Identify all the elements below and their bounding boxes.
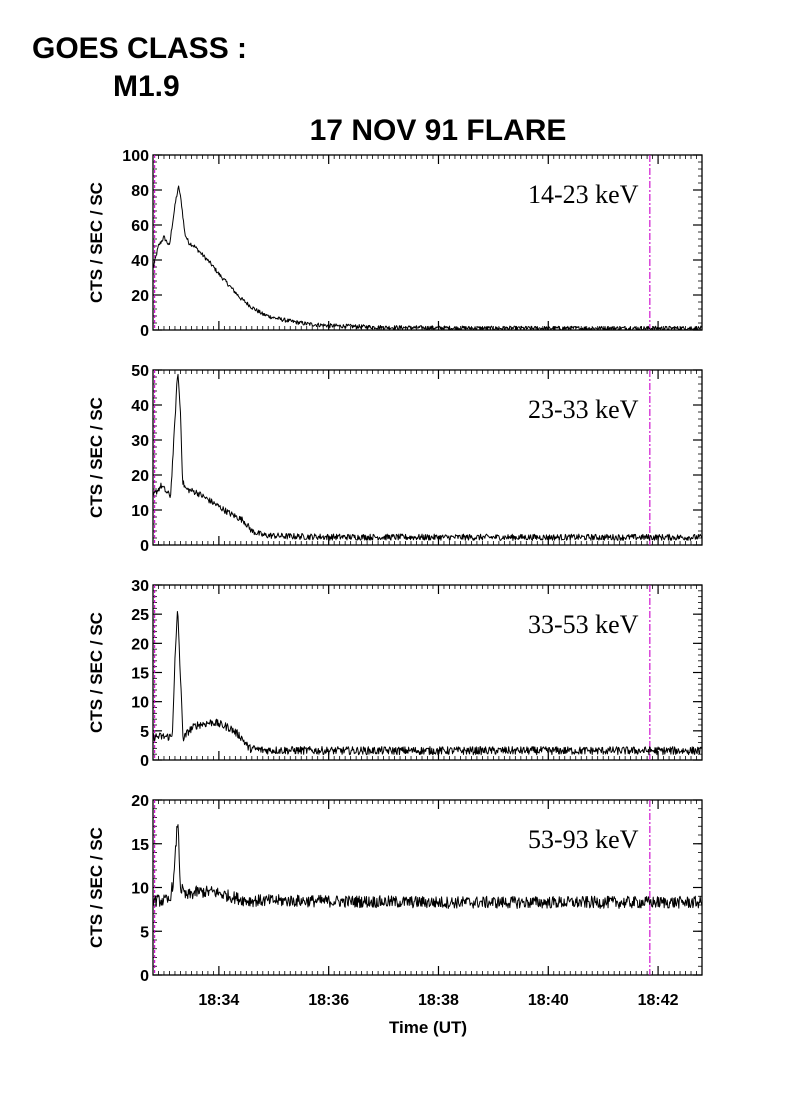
y-tick-label: 0 (140, 753, 149, 770)
series-line (152, 185, 703, 331)
y-tick-label: 20 (131, 793, 149, 810)
y-tick-label: 0 (140, 323, 149, 340)
x-tick-label: 18:34 (198, 992, 239, 1009)
panel-4: 18:34 18:36 18:38 18:40 18:42 0 5 10 15 20 CTS / S… (87, 793, 703, 1009)
y-tick-label: 25 (131, 607, 149, 624)
y-tick-label: 20 (131, 636, 149, 653)
y-tick-label: 15 (131, 837, 149, 854)
y-tick-label: 40 (131, 253, 149, 270)
y-tick-label: 5 (140, 724, 149, 741)
energy-label: 23-33 keV (528, 395, 639, 424)
y-tick-label: 40 (131, 398, 149, 415)
y-tick-label: 10 (131, 503, 149, 520)
x-tick-label: 18:42 (638, 992, 679, 1009)
y-axis-title: CTS / SEC / SC (87, 612, 106, 733)
y-tick-label: 10 (131, 695, 149, 712)
series-line (152, 824, 703, 909)
y-tick-label: 30 (131, 578, 149, 595)
y-tick-label: 60 (131, 218, 149, 235)
y-tick-label: 5 (140, 924, 149, 941)
y-tick-label: 80 (131, 183, 149, 200)
goes-class-value: M1.9 (113, 70, 180, 103)
y-tick-label: 15 (131, 666, 149, 683)
panel-1: 0 20 40 60 80 100 CTS / SEC / SC 14-23 keV (87, 148, 703, 340)
y-tick-label: 50 (131, 363, 149, 380)
series-line (152, 373, 703, 541)
y-axis-title: CTS / SEC / SC (87, 397, 106, 518)
y-tick-label: 20 (131, 468, 149, 485)
y-tick-label: 0 (140, 968, 149, 985)
x-axis-title: Time (UT) (389, 1018, 467, 1037)
panel-3: 0 5 10 15 20 25 30 CTS / SEC / SC 33-53 keV (87, 578, 703, 770)
energy-label: 53-93 keV (528, 825, 639, 854)
y-tick-label: 20 (131, 288, 149, 305)
x-tick-label: 18:38 (418, 992, 459, 1009)
y-axis-title: CTS / SEC / SC (87, 827, 106, 948)
y-tick-label: 30 (131, 433, 149, 450)
x-tick-label: 18:40 (528, 992, 569, 1009)
chart-title: 17 NOV 91 FLARE (310, 114, 567, 147)
y-tick-label: 100 (122, 148, 149, 165)
y-axis-title: CTS / SEC / SC (87, 182, 106, 303)
goes-class-label: GOES CLASS : (32, 32, 247, 65)
panel-2: 0 10 20 30 40 50 CTS / SEC / SC 23-33 keV (87, 363, 703, 555)
y-tick-label: 10 (131, 881, 149, 898)
y-tick-label: 0 (140, 538, 149, 555)
energy-label: 33-53 keV (528, 610, 639, 639)
energy-label: 14-23 keV (528, 180, 639, 209)
series-line (152, 610, 703, 756)
x-tick-label: 18:36 (308, 992, 349, 1009)
